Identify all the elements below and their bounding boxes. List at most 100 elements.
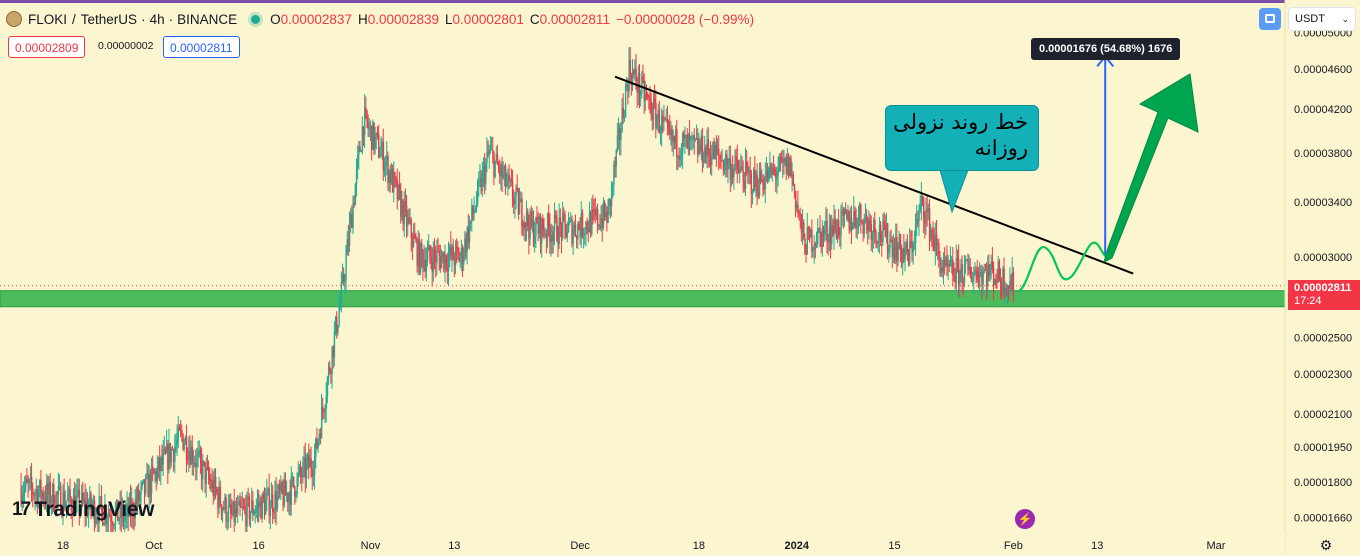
candle-body (520, 198, 522, 202)
candle-body (629, 59, 631, 77)
candle-body (673, 136, 676, 143)
candle-body (191, 446, 194, 464)
candle-body (198, 450, 201, 454)
candle-body (326, 378, 329, 397)
time-tick-label: 13 (448, 540, 460, 552)
candle-body (507, 174, 509, 184)
settings-icon[interactable]: ⚙ (1319, 537, 1333, 553)
support-zone[interactable] (0, 290, 1286, 308)
candle-body (457, 247, 459, 253)
candle-body (573, 224, 576, 233)
tradingview-logo[interactable]: 17 TradingView (12, 498, 154, 522)
candle-body (578, 224, 580, 229)
currency-value: USDT (1295, 13, 1325, 25)
candle-body (787, 155, 790, 177)
candle-body (239, 500, 241, 507)
candle-body (691, 136, 693, 138)
candle-body (893, 246, 896, 260)
last-price-label: 0.00002811 17:24 (1288, 280, 1360, 310)
candle-body (970, 276, 973, 283)
candle-body (460, 248, 463, 258)
buy-price-button[interactable]: 0.00002811 (163, 36, 240, 58)
candle-body (975, 270, 977, 272)
projection-arrow[interactable] (1103, 73, 1199, 263)
candle-body (719, 155, 721, 159)
candle-body (999, 279, 1002, 285)
price-axis[interactable] (1285, 0, 1360, 556)
candle-body (150, 466, 153, 494)
candle-body (317, 439, 319, 449)
candle-body (395, 178, 397, 181)
candle-body (438, 250, 440, 257)
candle-body (748, 170, 750, 173)
time-axis[interactable] (0, 532, 1285, 556)
candle-body (517, 189, 520, 215)
candle-body (664, 118, 666, 120)
candle-body (197, 453, 199, 456)
symbol-name[interactable]: FLOKI (28, 11, 68, 27)
descending-trendline[interactable] (614, 75, 1134, 275)
candle-body (177, 426, 180, 439)
annotation-callout[interactable]: خط روند نزولی روزانه (885, 105, 1039, 171)
candle-body (927, 208, 930, 213)
candle-body (513, 199, 515, 205)
candle-body (442, 252, 444, 257)
candle-body (57, 486, 60, 495)
candle-body (746, 161, 748, 168)
candle-body (217, 492, 219, 509)
candle-body (44, 498, 47, 503)
candle-body (941, 267, 944, 272)
candle-body (1008, 285, 1010, 289)
candle-body (100, 496, 103, 508)
candle-body (263, 498, 266, 515)
candle-body (234, 508, 237, 523)
candle-body (559, 217, 562, 225)
candle-body (196, 455, 198, 467)
candle-body (141, 482, 143, 486)
candle-body (402, 200, 404, 225)
candle-body (911, 242, 913, 253)
candle-body (378, 134, 380, 158)
candle-body (336, 316, 338, 334)
candle-body (423, 259, 425, 268)
candle-body (266, 492, 268, 500)
candle-body (794, 191, 797, 209)
candle-body (855, 218, 857, 228)
candle-body (835, 229, 838, 238)
floki-logo-icon (6, 11, 22, 27)
candle-body (966, 258, 968, 261)
candle-body (348, 224, 351, 246)
candle-body (128, 498, 131, 517)
candle-body (539, 216, 542, 244)
candle-body (446, 266, 449, 271)
candle-body (965, 260, 967, 264)
candle-body (343, 274, 345, 282)
currency-select[interactable]: USDT ⌄ (1288, 7, 1356, 31)
candle-body (91, 507, 93, 510)
projection-wave[interactable] (1017, 241, 1111, 293)
candle-body (883, 220, 885, 226)
interval[interactable]: 4h (149, 11, 165, 27)
candle-body (495, 154, 498, 161)
candle-body (702, 162, 705, 164)
candle-body (106, 520, 109, 524)
candle-body (443, 252, 445, 270)
sync-toggle-button[interactable] (1259, 8, 1281, 30)
candle-body (1009, 280, 1011, 289)
candle-body (886, 223, 889, 253)
sell-price-button[interactable]: 0.00002809 (8, 36, 86, 58)
annotation-line-2: روزانه (974, 136, 1028, 160)
candle-body (305, 462, 308, 479)
candle-body (850, 217, 853, 230)
candle-body (489, 149, 492, 151)
candle-body (253, 513, 255, 515)
lightning-icon[interactable]: ⚡ (1015, 509, 1035, 529)
candle-body (74, 495, 76, 515)
candle-body (439, 256, 442, 268)
candle-body (426, 250, 429, 262)
candle-body (369, 125, 372, 128)
candle-body (345, 255, 347, 280)
candle-body (747, 167, 749, 173)
candle-body (297, 472, 300, 477)
